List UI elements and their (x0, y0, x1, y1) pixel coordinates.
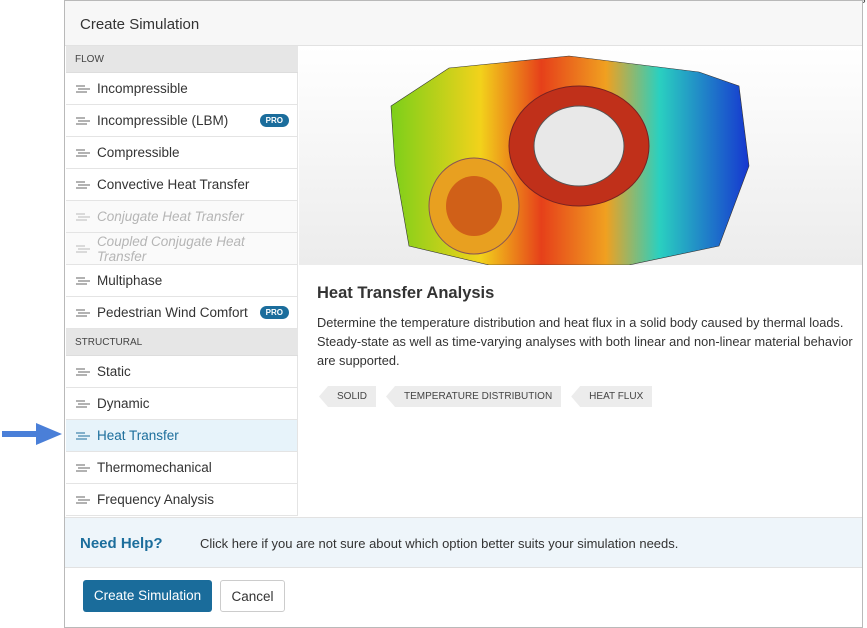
tag: SOLID (319, 386, 377, 407)
item-icon (76, 245, 90, 252)
cancel-button[interactable]: Cancel (220, 580, 285, 612)
create-button[interactable]: Create Simulation (83, 580, 212, 612)
item-label: Static (97, 364, 131, 379)
list-item[interactable]: Multiphase (66, 265, 298, 297)
item-label: Coupled Conjugate Heat Transfer (96, 233, 245, 264)
item-icon (76, 117, 90, 124)
item-icon (76, 213, 90, 220)
pro-badge: PRO (259, 306, 289, 319)
dialog-title: Create Simulation (80, 16, 200, 33)
list-item[interactable]: Convective Heat Transfer (66, 169, 298, 201)
item-label: Dynamic (97, 396, 150, 411)
help-text[interactable]: Click here if you are not sure about whi… (200, 536, 679, 551)
list-item[interactable]: Heat Transfer (66, 420, 298, 452)
pro-badge: PRO (259, 114, 289, 127)
section-header: STRUCTURAL (66, 329, 298, 356)
item-icon (76, 432, 90, 439)
list-item: Conjugate Heat Transfer (66, 201, 298, 233)
item-icon (76, 181, 90, 188)
list-item[interactable]: Thermomechanical (66, 452, 298, 484)
item-label: Frequency Analysis (97, 492, 215, 507)
item-label: Incompressible (LBM) (97, 113, 229, 128)
item-icon (76, 368, 90, 375)
list-item[interactable]: Static (66, 356, 298, 388)
item-icon (76, 496, 90, 503)
item-label: Convective Heat Transfer (97, 177, 250, 192)
dialog-header: Create Simulation (65, 1, 862, 46)
item-label: Heat Transfer (97, 428, 179, 443)
list-item[interactable]: Incompressible (LBM) PRO (66, 105, 298, 137)
item-icon (76, 85, 90, 92)
list-item[interactable]: Dynamic (66, 388, 298, 420)
item-icon (76, 464, 90, 471)
preview-graphic (390, 55, 750, 265)
help-bar[interactable]: Need Help? Click here if you are not sur… (65, 517, 862, 567)
list-item: Coupled Conjugate Heat Transfer (66, 233, 298, 265)
detail-description: Determine the temperature distribution a… (317, 315, 853, 368)
item-icon (76, 277, 90, 284)
item-label: Compressible (97, 145, 180, 160)
detail-title: Heat Transfer Analysis (317, 284, 495, 302)
tag: TEMPERATURE DISTRIBUTION (386, 386, 562, 407)
list-item[interactable]: Incompressible (66, 73, 298, 105)
item-label: Thermomechanical (97, 460, 212, 475)
item-label: Multiphase (97, 273, 163, 288)
list-item[interactable]: Frequency Analysis (66, 484, 298, 516)
item-icon (76, 400, 90, 407)
item-icon (76, 309, 90, 316)
item-label: Incompressible (97, 81, 188, 96)
list-item[interactable]: Compressible (66, 137, 298, 169)
list-item[interactable]: Pedestrian Wind Comfort PRO (66, 297, 298, 329)
preview-image (299, 46, 862, 265)
pointer-arrow (2, 423, 62, 445)
dialog-footer: Create Simulation Cancel (65, 567, 862, 628)
tag: HEAT FLUX (571, 386, 653, 407)
tag-list: SOLID TEMPERATURE DISTRIBUTION HEAT FLUX (319, 386, 653, 407)
help-title: Need Help? (80, 535, 163, 552)
item-label: Conjugate Heat Transfer (97, 209, 244, 224)
item-icon (76, 149, 90, 156)
item-label: Pedestrian Wind Comfort (97, 305, 248, 320)
simulation-type-list: FLOW Incompressible Incompressible (LBM) PR… (66, 46, 298, 516)
dialog: Create Simulation FLOW Incompressible Inco… (64, 0, 863, 628)
section-header: FLOW (66, 46, 298, 73)
